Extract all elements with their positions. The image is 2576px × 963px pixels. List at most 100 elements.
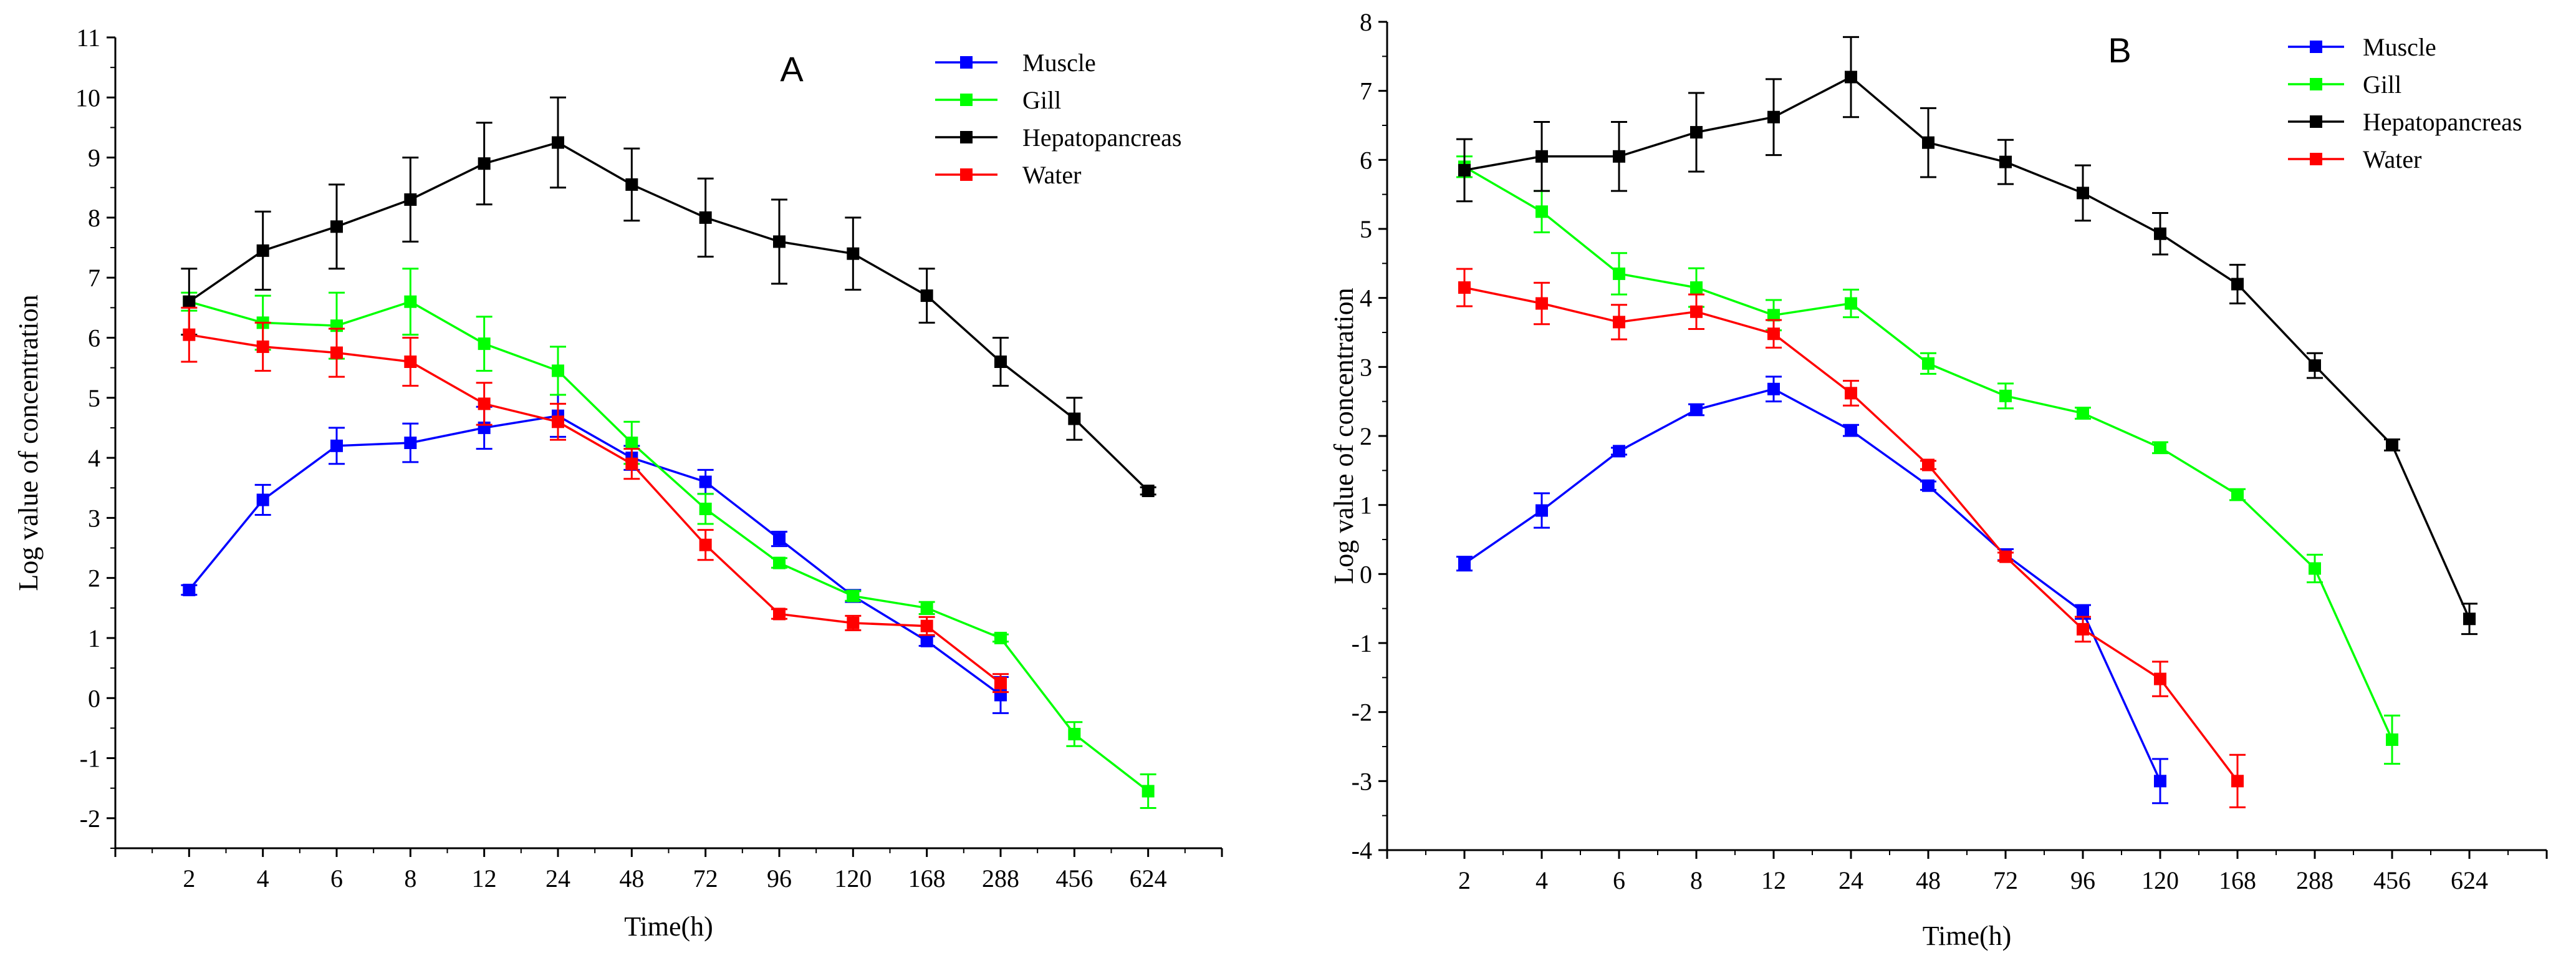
data-point-gill <box>847 589 860 602</box>
data-point-water <box>552 415 564 428</box>
panel-label: A <box>780 49 804 89</box>
x-tick-label: 96 <box>2070 866 2095 894</box>
x-tick-label: 6 <box>330 864 343 893</box>
data-point-water <box>256 340 269 353</box>
x-tick-label: 4 <box>257 864 269 893</box>
x-tick-label: 12 <box>1761 866 1786 894</box>
y-tick-label: 0 <box>88 684 100 712</box>
data-point-gill <box>1845 297 1857 310</box>
series-line-water <box>1464 286 2239 782</box>
data-point-water <box>625 457 638 470</box>
x-tick-label: 288 <box>982 864 1019 893</box>
data-point-hepatopancreas <box>1458 163 1471 177</box>
series-line-hepatopancreas <box>1464 75 2471 620</box>
x-tick-label: 624 <box>1130 864 1167 893</box>
data-point-water <box>1613 316 1625 329</box>
data-point-water <box>847 616 860 629</box>
data-point-muscle <box>699 475 712 488</box>
data-point-hepatopancreas <box>625 178 638 191</box>
x-tick-label: 288 <box>2296 866 2333 894</box>
x-tick-label: 456 <box>2373 866 2411 894</box>
y-tick-label: 8 <box>1360 8 1372 36</box>
data-point-hepatopancreas <box>1922 136 1934 149</box>
y-tick-label: 7 <box>88 264 100 292</box>
y-tick-label: 5 <box>88 384 100 412</box>
series-water <box>181 306 1009 694</box>
data-point-hepatopancreas <box>773 235 786 248</box>
y-tick-label: 3 <box>1360 353 1372 381</box>
data-point-muscle <box>773 533 786 546</box>
series-line-gill <box>188 300 1149 792</box>
y-tick-label: 3 <box>88 504 100 532</box>
data-point-water <box>1767 327 1780 341</box>
x-tick-label: 72 <box>1993 866 2018 894</box>
legend-marker-water <box>960 168 973 181</box>
data-point-water <box>994 677 1007 690</box>
data-point-gill <box>478 337 491 351</box>
legend-marker-gill <box>960 94 973 106</box>
data-point-gill <box>2154 441 2166 454</box>
series-gill <box>181 268 1156 809</box>
data-point-muscle <box>256 493 269 506</box>
data-point-muscle <box>404 437 417 449</box>
data-point-gill <box>1999 389 2012 402</box>
data-point-hepatopancreas <box>847 247 860 260</box>
x-tick-label: 456 <box>1055 864 1093 893</box>
series-hepatopancreas <box>1456 36 2477 636</box>
y-tick-label: 2 <box>88 564 100 593</box>
legend-marker-muscle <box>960 56 973 69</box>
x-tick-label: 24 <box>545 864 570 893</box>
x-tick-label: 2 <box>1458 866 1471 894</box>
data-point-hepatopancreas <box>404 193 417 206</box>
data-point-gill <box>1613 267 1625 280</box>
data-point-gill <box>2231 488 2244 501</box>
x-tick-label: 96 <box>767 864 792 893</box>
x-tick-label: 120 <box>834 864 872 893</box>
legend: Muscle Gill Hepatopancreas Water <box>2288 33 2522 173</box>
data-point-hepatopancreas <box>994 356 1007 368</box>
x-tick-label: 168 <box>2219 866 2256 894</box>
data-point-muscle <box>1845 424 1857 437</box>
data-point-muscle <box>1690 403 1703 416</box>
panel-label: B <box>2108 31 2131 70</box>
legend-label-gill: Gill <box>1022 86 1061 114</box>
data-point-muscle <box>2077 606 2089 619</box>
y-tick-label: 4 <box>1360 284 1372 312</box>
data-point-muscle <box>920 634 933 647</box>
data-point-hepatopancreas <box>2463 612 2476 626</box>
data-point-water <box>2077 622 2089 636</box>
x-tick-label: 624 <box>2451 866 2488 894</box>
data-point-hepatopancreas <box>1845 70 1857 84</box>
data-point-gill <box>920 601 933 614</box>
y-tick-label: 0 <box>1360 560 1372 588</box>
data-point-muscle <box>1922 479 1934 492</box>
y-tick-label: 2 <box>1360 422 1372 450</box>
data-point-gill <box>699 502 712 515</box>
data-point-hepatopancreas <box>1068 412 1081 425</box>
data-point-gill <box>1922 357 1934 370</box>
series-line-muscle <box>188 414 1002 696</box>
x-tick-label: 12 <box>472 864 497 893</box>
data-point-hepatopancreas <box>1141 485 1155 498</box>
data-point-muscle <box>183 583 196 596</box>
legend-label-gill: Gill <box>2363 70 2401 99</box>
legend-label-hepatopancreas: Hepatopancreas <box>1022 123 1181 152</box>
data-point-hepatopancreas <box>2386 438 2398 452</box>
y-tick-label: 1 <box>88 624 100 652</box>
data-point-hepatopancreas <box>2077 186 2089 200</box>
x-tick-label: 120 <box>2141 866 2179 894</box>
data-point-water <box>2231 775 2244 788</box>
data-point-water <box>1922 458 1934 472</box>
data-point-water <box>1845 387 1857 400</box>
data-point-muscle <box>1613 445 1625 458</box>
data-point-muscle <box>1767 382 1780 395</box>
series-muscle <box>1456 375 2168 805</box>
data-point-gill <box>1690 281 1703 294</box>
series-hepatopancreas <box>181 96 1156 498</box>
y-axis-title: Log value of concentration <box>13 294 44 591</box>
data-point-gill <box>625 437 638 449</box>
data-point-hepatopancreas <box>920 289 933 302</box>
